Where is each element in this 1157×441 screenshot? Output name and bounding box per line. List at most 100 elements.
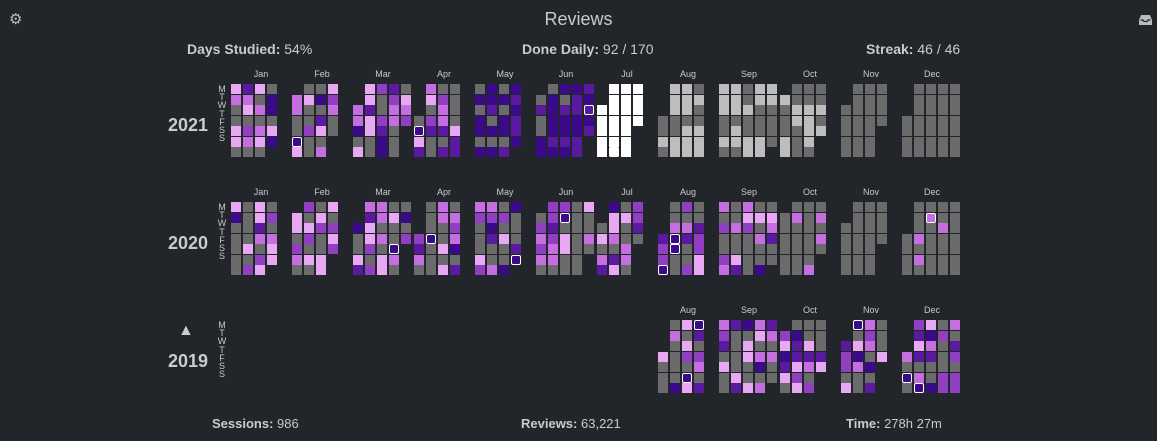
heatmap-day-cell[interactable] — [243, 105, 253, 115]
heatmap-day-cell[interactable] — [389, 265, 399, 275]
heatmap-day-cell[interactable] — [877, 330, 887, 341]
heatmap-day-cell[interactable] — [560, 105, 570, 115]
heatmap-day-cell[interactable] — [841, 244, 851, 254]
heatmap-day-cell[interactable] — [719, 84, 729, 94]
heatmap-day-cell[interactable] — [767, 351, 777, 362]
heatmap-day-cell[interactable] — [865, 265, 875, 275]
heatmap-day-cell[interactable] — [731, 94, 741, 105]
heatmap-day-cell[interactable] — [950, 126, 960, 136]
heatmap-day-cell[interactable] — [938, 320, 948, 330]
heatmap-day-cell[interactable] — [365, 136, 375, 147]
heatmap-day-cell[interactable] — [841, 341, 851, 351]
heatmap-day-cell[interactable] — [804, 330, 814, 341]
heatmap-day-cell[interactable] — [804, 233, 814, 244]
heatmap-day-cell[interactable] — [255, 105, 265, 115]
heatmap-day-cell[interactable] — [316, 233, 326, 244]
heatmap-day-cell[interactable] — [536, 244, 546, 254]
inbox-icon[interactable] — [1139, 14, 1152, 25]
heatmap-day-cell[interactable] — [682, 254, 692, 265]
heatmap-day-cell[interactable] — [487, 265, 497, 275]
heatmap-day-cell[interactable] — [755, 126, 765, 136]
heatmap-day-cell[interactable] — [731, 233, 741, 244]
heatmap-day-cell[interactable] — [731, 202, 741, 212]
heatmap-day-cell[interactable] — [621, 84, 631, 94]
heatmap-day-cell[interactable] — [902, 372, 912, 383]
heatmap-day-cell[interactable] — [560, 254, 570, 265]
heatmap-day-cell[interactable] — [755, 244, 765, 254]
heatmap-day-cell[interactable] — [584, 233, 594, 244]
heatmap-day-cell[interactable] — [694, 320, 704, 330]
heatmap-day-cell[interactable] — [548, 136, 558, 147]
heatmap-day-cell[interactable] — [328, 115, 338, 126]
heatmap-day-cell[interactable] — [426, 254, 436, 265]
heatmap-day-cell[interactable] — [853, 136, 863, 147]
gear-icon[interactable]: ⚙ — [9, 11, 23, 28]
heatmap-day-cell[interactable] — [548, 244, 558, 254]
heatmap-day-cell[interactable] — [499, 212, 509, 223]
heatmap-day-cell[interactable] — [865, 351, 875, 362]
heatmap-day-cell[interactable] — [682, 265, 692, 275]
heatmap-day-cell[interactable] — [719, 265, 729, 275]
heatmap-day-cell[interactable] — [792, 105, 802, 115]
heatmap-day-cell[interactable] — [499, 244, 509, 254]
heatmap-day-cell[interactable] — [780, 147, 790, 157]
heatmap-day-cell[interactable] — [255, 244, 265, 254]
heatmap-day-cell[interactable] — [377, 115, 387, 126]
heatmap-day-cell[interactable] — [450, 223, 460, 233]
heatmap-day-cell[interactable] — [743, 84, 753, 94]
heatmap-day-cell[interactable] — [767, 126, 777, 136]
heatmap-day-cell[interactable] — [487, 136, 497, 147]
heatmap-day-cell[interactable] — [597, 265, 607, 275]
heatmap-day-cell[interactable] — [694, 330, 704, 341]
collapse-toggle-icon[interactable]: ▲ — [178, 322, 194, 339]
heatmap-day-cell[interactable] — [414, 126, 424, 136]
heatmap-day-cell[interactable] — [780, 115, 790, 126]
heatmap-day-cell[interactable] — [499, 147, 509, 157]
heatmap-day-cell[interactable] — [365, 105, 375, 115]
heatmap-day-cell[interactable] — [792, 233, 802, 244]
heatmap-day-cell[interactable] — [536, 126, 546, 136]
heatmap-day-cell[interactable] — [597, 223, 607, 233]
heatmap-day-cell[interactable] — [731, 244, 741, 254]
heatmap-day-cell[interactable] — [938, 233, 948, 244]
heatmap-day-cell[interactable] — [670, 223, 680, 233]
heatmap-day-cell[interactable] — [792, 362, 802, 372]
heatmap-day-cell[interactable] — [304, 265, 314, 275]
heatmap-day-cell[interactable] — [841, 351, 851, 362]
heatmap-day-cell[interactable] — [438, 147, 448, 157]
heatmap-day-cell[interactable] — [914, 136, 924, 147]
heatmap-day-cell[interactable] — [719, 372, 729, 383]
heatmap-day-cell[interactable] — [926, 330, 936, 341]
heatmap-day-cell[interactable] — [865, 212, 875, 223]
heatmap-day-cell[interactable] — [950, 265, 960, 275]
heatmap-day-cell[interactable] — [719, 341, 729, 351]
heatmap-day-cell[interactable] — [633, 233, 643, 244]
heatmap-day-cell[interactable] — [475, 147, 485, 157]
heatmap-day-cell[interactable] — [511, 254, 521, 265]
heatmap-day-cell[interactable] — [755, 105, 765, 115]
heatmap-day-cell[interactable] — [536, 94, 546, 105]
heatmap-day-cell[interactable] — [719, 383, 729, 393]
heatmap-day-cell[interactable] — [572, 84, 582, 94]
heatmap-day-cell[interactable] — [389, 84, 399, 94]
heatmap-day-cell[interactable] — [731, 351, 741, 362]
heatmap-day-cell[interactable] — [389, 212, 399, 223]
heatmap-day-cell[interactable] — [694, 372, 704, 383]
heatmap-day-cell[interactable] — [853, 212, 863, 223]
heatmap-day-cell[interactable] — [816, 94, 826, 105]
heatmap-day-cell[interactable] — [743, 233, 753, 244]
heatmap-day-cell[interactable] — [841, 372, 851, 383]
heatmap-day-cell[interactable] — [731, 372, 741, 383]
heatmap-day-cell[interactable] — [914, 147, 924, 157]
heatmap-day-cell[interactable] — [267, 202, 277, 212]
heatmap-day-cell[interactable] — [316, 244, 326, 254]
heatmap-day-cell[interactable] — [231, 84, 241, 94]
heatmap-day-cell[interactable] — [365, 223, 375, 233]
heatmap-day-cell[interactable] — [853, 341, 863, 351]
heatmap-day-cell[interactable] — [755, 351, 765, 362]
heatmap-day-cell[interactable] — [365, 212, 375, 223]
heatmap-day-cell[interactable] — [292, 212, 302, 223]
heatmap-day-cell[interactable] — [816, 244, 826, 254]
heatmap-day-cell[interactable] — [511, 115, 521, 126]
heatmap-day-cell[interactable] — [670, 383, 680, 393]
